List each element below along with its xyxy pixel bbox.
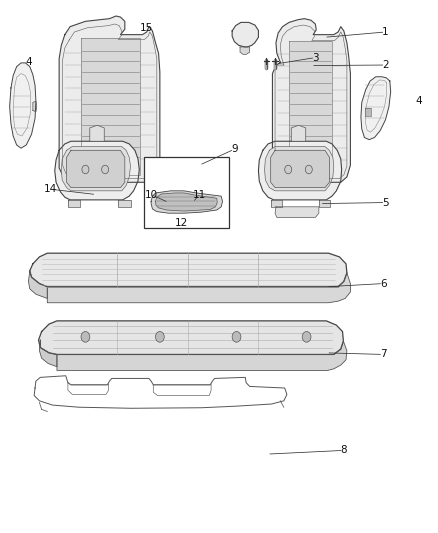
Polygon shape — [271, 150, 329, 188]
Polygon shape — [291, 125, 306, 141]
Polygon shape — [67, 150, 125, 188]
Text: 11: 11 — [193, 190, 206, 199]
Polygon shape — [151, 191, 223, 213]
FancyBboxPatch shape — [144, 157, 229, 228]
Circle shape — [232, 332, 241, 342]
Text: 7: 7 — [380, 350, 387, 359]
Polygon shape — [365, 108, 371, 116]
Text: 4: 4 — [415, 96, 422, 106]
Text: 2: 2 — [382, 60, 389, 70]
Polygon shape — [232, 22, 258, 47]
Circle shape — [102, 165, 109, 174]
Polygon shape — [55, 141, 139, 200]
Polygon shape — [30, 253, 347, 287]
Polygon shape — [272, 19, 350, 182]
Polygon shape — [155, 193, 217, 211]
Circle shape — [302, 332, 311, 342]
Text: 15: 15 — [140, 23, 153, 33]
Polygon shape — [61, 147, 131, 191]
Polygon shape — [90, 125, 104, 141]
Polygon shape — [81, 38, 140, 175]
Polygon shape — [10, 63, 36, 148]
Polygon shape — [319, 200, 330, 207]
Text: 9: 9 — [231, 144, 238, 154]
Polygon shape — [68, 200, 80, 207]
Text: 6: 6 — [380, 279, 387, 288]
Polygon shape — [265, 147, 334, 191]
Text: 5: 5 — [382, 198, 389, 207]
Text: 12: 12 — [175, 218, 188, 228]
Text: 1: 1 — [382, 27, 389, 37]
Circle shape — [285, 165, 292, 174]
Polygon shape — [39, 321, 343, 354]
Polygon shape — [39, 340, 57, 367]
Text: 4: 4 — [25, 58, 32, 67]
Circle shape — [305, 165, 312, 174]
Polygon shape — [275, 207, 319, 217]
Polygon shape — [258, 141, 342, 200]
Circle shape — [155, 332, 164, 342]
Text: 14: 14 — [44, 184, 57, 194]
Text: 10: 10 — [145, 190, 158, 199]
Polygon shape — [33, 101, 37, 112]
Polygon shape — [240, 47, 250, 54]
Polygon shape — [118, 200, 131, 207]
Polygon shape — [28, 271, 47, 298]
Polygon shape — [289, 41, 332, 176]
Polygon shape — [361, 77, 391, 140]
Polygon shape — [59, 16, 160, 182]
Polygon shape — [47, 273, 350, 303]
Circle shape — [81, 332, 90, 342]
Text: 3: 3 — [312, 53, 319, 62]
Circle shape — [82, 165, 89, 174]
Polygon shape — [271, 200, 282, 207]
Text: 8: 8 — [340, 446, 347, 455]
Polygon shape — [57, 341, 347, 370]
